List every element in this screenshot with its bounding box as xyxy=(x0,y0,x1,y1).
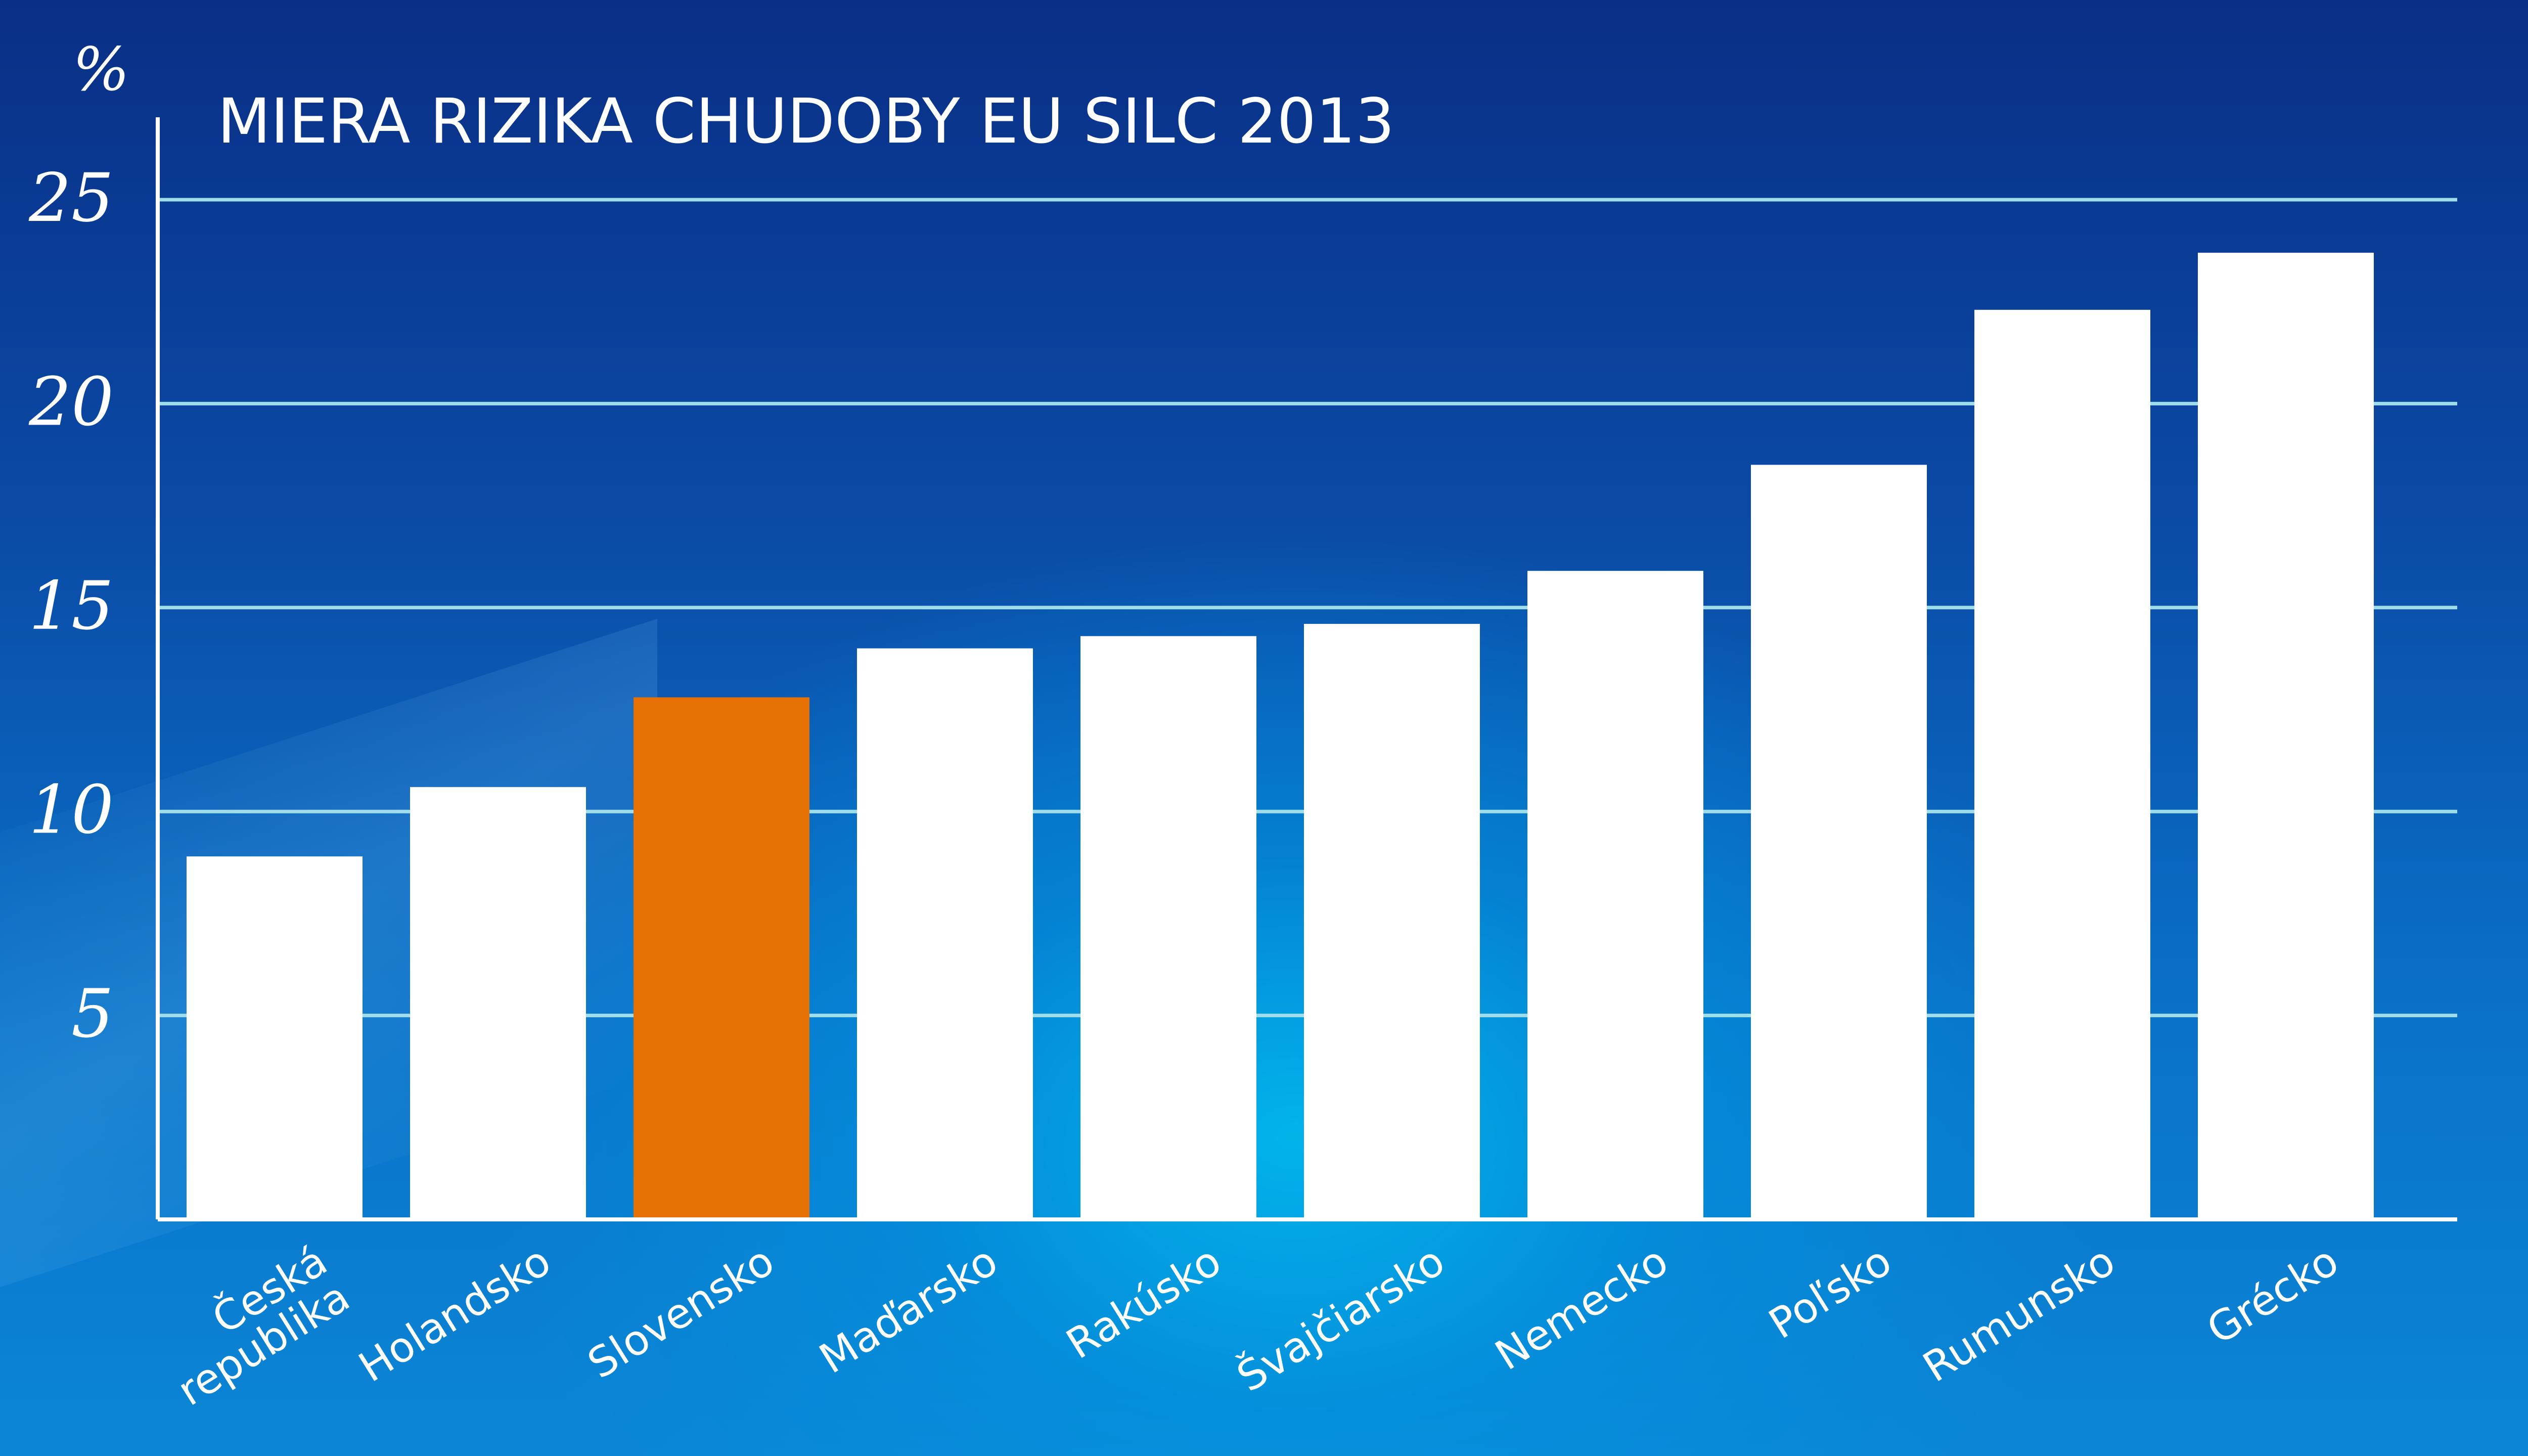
svg-text:Rumunsko: Rumunsko xyxy=(1915,1237,2124,1392)
x-tick-label-3: Maďarsko xyxy=(811,1237,1006,1383)
bar-0 xyxy=(187,856,363,1219)
x-tick-label-line: Grécko xyxy=(2199,1237,2347,1354)
bar-1 xyxy=(410,787,586,1219)
svg-text:Českárepublika: Českárepublika xyxy=(147,1236,358,1416)
x-tick-label-7: Poľsko xyxy=(1761,1237,1900,1348)
svg-text:Švajčiarsko: Švajčiarsko xyxy=(1229,1236,1453,1402)
axes xyxy=(156,117,2457,1221)
y-tick-label-10: 10 xyxy=(29,771,114,849)
x-tick-label-line: Nemecko xyxy=(1487,1237,1676,1380)
bars xyxy=(187,252,2374,1220)
svg-text:Holandsko: Holandsko xyxy=(351,1237,559,1391)
y-tick-labels: 5 10 15 20 25 xyxy=(28,159,114,1053)
x-tick-label-6: Nemecko xyxy=(1487,1237,1676,1380)
x-tick-label-1: Holandsko xyxy=(351,1237,559,1391)
y-tick-label-5: 5 xyxy=(71,975,114,1053)
y-tick-label-25: 25 xyxy=(28,159,114,237)
x-tick-label-5: Švajčiarsko xyxy=(1229,1236,1453,1402)
x-tick-label-line: Rakúsko xyxy=(1058,1237,1230,1369)
bar-2 xyxy=(634,697,809,1219)
x-tick-label-line: Rumunsko xyxy=(1915,1237,2124,1392)
svg-text:Slovensko: Slovensko xyxy=(580,1237,783,1388)
y-tick-label-20: 20 xyxy=(28,363,114,441)
svg-text:Nemecko: Nemecko xyxy=(1487,1237,1676,1380)
bar-4 xyxy=(1080,636,1256,1219)
bar-5 xyxy=(1304,624,1480,1219)
bar-3 xyxy=(857,648,1033,1219)
y-axis-unit-label: % xyxy=(73,34,129,104)
svg-text:Grécko: Grécko xyxy=(2199,1237,2347,1354)
x-tick-label-line: Slovensko xyxy=(580,1237,783,1388)
x-tick-label-4: Rakúsko xyxy=(1058,1237,1230,1369)
x-tick-label-2: Slovensko xyxy=(580,1237,783,1388)
x-tick-label-8: Rumunsko xyxy=(1915,1237,2124,1392)
x-tick-label-line: Maďarsko xyxy=(811,1237,1006,1383)
bar-7 xyxy=(1751,465,1927,1220)
svg-text:Poľsko: Poľsko xyxy=(1761,1237,1900,1348)
x-tick-label-9: Grécko xyxy=(2199,1237,2347,1354)
bar-6 xyxy=(1527,571,1703,1219)
x-tick-label-0: Českárepublika xyxy=(147,1236,358,1416)
chart-title: MIERA RIZIKA CHUDOBY EU SILC 2013 xyxy=(217,85,1394,157)
x-tick-label-line: Švajčiarsko xyxy=(1229,1236,1453,1402)
bar-8 xyxy=(1974,309,2150,1220)
bar-9 xyxy=(2198,252,2374,1219)
x-tick-label-line: Poľsko xyxy=(1761,1237,1900,1348)
y-tick-label-15: 15 xyxy=(29,567,114,645)
svg-text:Maďarsko: Maďarsko xyxy=(811,1237,1006,1383)
svg-text:Rakúsko: Rakúsko xyxy=(1058,1237,1230,1369)
x-tick-label-line: Holandsko xyxy=(351,1237,559,1391)
